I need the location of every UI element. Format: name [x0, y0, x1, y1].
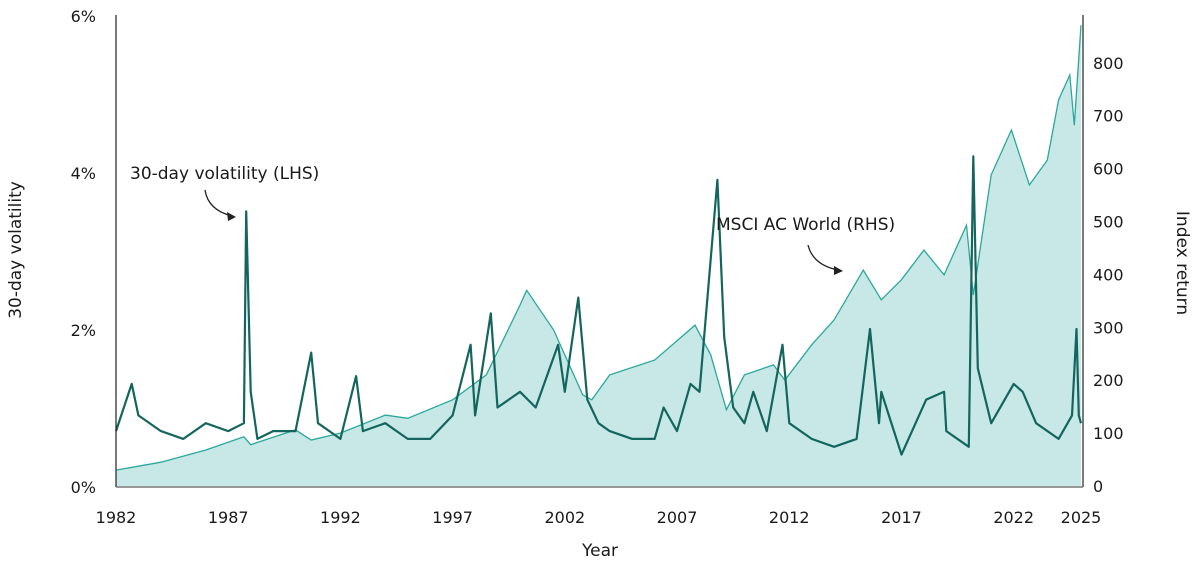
volatility-line	[114, 155, 1083, 456]
volatility-line-layer	[114, 155, 1083, 456]
y-right-axis-title: Index return	[1172, 211, 1192, 315]
y-right-tick-label: 400	[1093, 265, 1124, 284]
y-left-axis-title: 30-day volatility	[6, 181, 26, 319]
index-arrow-head	[834, 266, 843, 275]
index-annotation: MSCI AC World (RHS)	[716, 215, 895, 235]
x-tick-label: 2025	[1061, 508, 1102, 527]
volatility-arrow-head	[227, 212, 236, 221]
y-right-tick-label: 100	[1093, 424, 1124, 443]
y-right-tick-label: 600	[1093, 160, 1124, 179]
index-annotation-arrow	[807, 244, 839, 271]
y-right-tick-label: 700	[1093, 107, 1124, 126]
x-tick-label: 2012	[769, 508, 810, 527]
x-tick-label: 2022	[993, 508, 1034, 527]
volatility-annotation-arrow	[204, 189, 233, 217]
y-left-tick-label: 6%	[71, 7, 96, 26]
x-tick-label: 2017	[881, 508, 922, 527]
x-axis-title: Year	[581, 541, 618, 561]
y-right-tick-label: 200	[1093, 371, 1124, 390]
y-right-tick-label: 800	[1093, 54, 1124, 73]
volatility-annotation: 30-day volatility (LHS)	[130, 164, 319, 184]
y-left-tick-label: 2%	[71, 321, 96, 340]
x-tick-label: 2002	[544, 508, 585, 527]
x-tick-label: 2007	[657, 508, 698, 527]
y-left-tick-label: 0%	[71, 478, 96, 497]
y-right-tick-label: 0	[1093, 477, 1103, 496]
y-right-tick-label: 500	[1093, 213, 1124, 232]
index-area-layer	[115, 25, 1082, 486]
tick-labels: 1982 1987 1992 1997 2002 2007 2012 2017 2022 2025…	[71, 7, 1124, 527]
y-right-tick-label: 300	[1093, 318, 1124, 337]
y-left-tick-label: 4%	[71, 164, 96, 183]
index-area	[116, 25, 1081, 486]
x-tick-label: 1992	[320, 508, 361, 527]
x-tick-label: 1982	[96, 508, 137, 527]
x-tick-label: 1987	[208, 508, 249, 527]
x-tick-label: 1997	[432, 508, 473, 527]
